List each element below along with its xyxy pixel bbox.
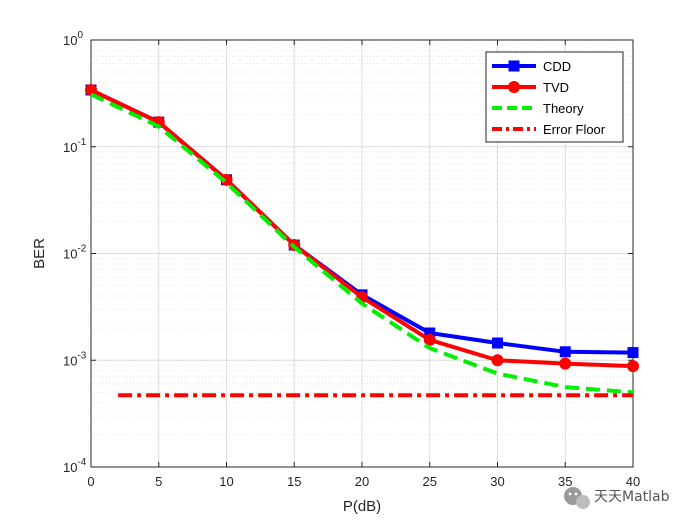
legend-label: Error Floor — [543, 122, 606, 137]
square-marker — [508, 60, 520, 72]
square-marker — [627, 347, 639, 359]
series-tvd — [85, 84, 639, 373]
watermark-text: 天天Matlab — [594, 489, 670, 505]
x-tick-label: 15 — [287, 474, 301, 489]
square-marker — [559, 346, 571, 358]
y-axis-label: BER — [31, 238, 48, 269]
x-tick-label: 10 — [219, 474, 233, 489]
legend-item: Theory — [492, 101, 584, 116]
wechat-icon — [564, 487, 590, 509]
x-tick-label: 5 — [155, 474, 162, 489]
y-tick-label: 100 — [63, 30, 83, 48]
legend-item: Error Floor — [492, 122, 606, 137]
x-tick-label: 0 — [87, 474, 94, 489]
circle-marker — [508, 81, 520, 93]
series-group — [85, 84, 639, 398]
y-axis: 10-4 10-3 10-2 10-1 100 — [63, 30, 633, 475]
x-tick-label: 20 — [355, 474, 369, 489]
circle-marker — [85, 84, 97, 97]
circle-marker — [491, 354, 504, 367]
series-theory — [90, 92, 634, 395]
legend-label: CDD — [543, 59, 571, 74]
square-marker — [492, 337, 503, 349]
x-tick-label: 30 — [490, 474, 504, 489]
circle-marker — [423, 333, 436, 346]
y-tick-label: 10-3 — [63, 350, 87, 368]
legend-item: TVD — [492, 80, 569, 95]
legend-label: TVD — [543, 80, 569, 95]
y-tick-label: 10-4 — [63, 457, 87, 475]
circle-marker — [559, 357, 572, 370]
legend: CDD TVD Theory Error Floor — [485, 51, 624, 143]
x-tick-label: 25 — [423, 474, 437, 489]
x-tick-label: 35 — [558, 474, 572, 489]
x-axis-label: P(dB) — [343, 498, 381, 515]
y-tick-label: 10-2 — [63, 244, 87, 262]
watermark: 天天Matlab — [564, 487, 670, 509]
circle-marker — [627, 360, 639, 373]
x-axis: 0 5 10 15 20 25 30 35 40 — [87, 40, 640, 489]
legend-item: CDD — [492, 59, 571, 74]
x-tick-label: 40 — [626, 474, 640, 489]
series-line — [90, 92, 634, 395]
y-tick-label: 10-1 — [63, 137, 87, 155]
grid — [90, 39, 634, 468]
legend-label: Theory — [543, 101, 584, 116]
